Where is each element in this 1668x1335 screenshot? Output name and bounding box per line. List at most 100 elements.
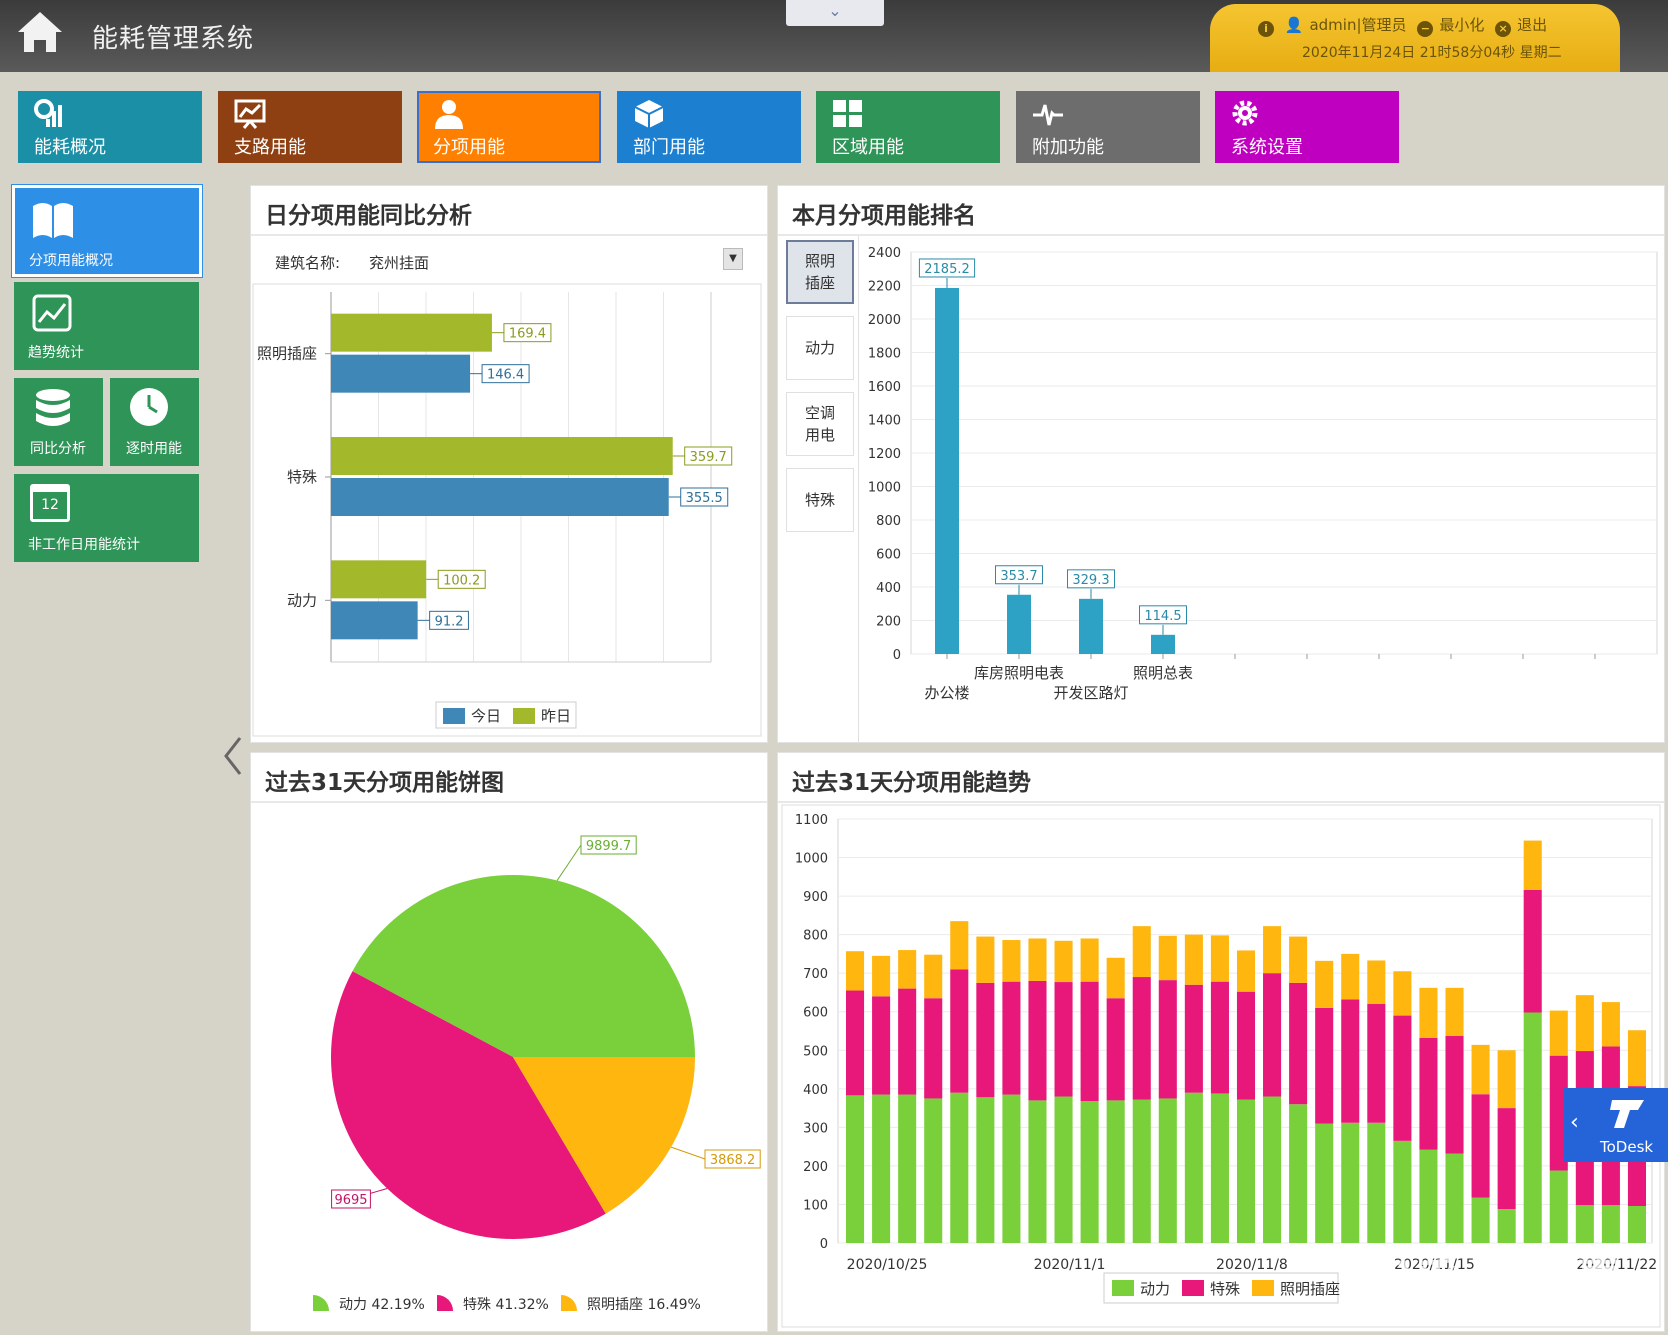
stacked-bar-segment (1445, 1036, 1464, 1154)
y-tick-label: 600 (803, 1006, 828, 1021)
stacked-bar-segment (1184, 1092, 1203, 1243)
stacked-bar-segment (1523, 889, 1542, 1013)
building-selector[interactable]: 建筑名称: 兖州挂面 ▼ (257, 240, 755, 282)
user-panel: i 👤 admin|管理员 − 最小化 × 退出 2020年11月24日 21时58分… (1210, 4, 1620, 72)
stacked-bar-segment (1289, 936, 1308, 983)
chart-icon (34, 99, 62, 127)
stacked-bar-segment (1132, 977, 1151, 1100)
stacked-bar-segment (1080, 981, 1099, 1102)
side-yoy-analysis[interactable]: 同比分析 (14, 378, 103, 466)
tab-air-conditioning[interactable]: 空调 用电 (786, 392, 854, 456)
stacked-bar-segment (898, 1094, 917, 1243)
y-tick-label: 700 (803, 967, 828, 982)
side-label: 非工作日用能统计 (28, 537, 140, 553)
nav-label: 部门用能 (633, 137, 705, 158)
info-icon[interactable]: i (1258, 21, 1274, 37)
trend-stacked-chart: 0 100 200 300 400 500 600 700 800 900 1000 1100 2020… (781, 804, 1661, 1328)
nav-itemized-energy[interactable]: 分项用能 (417, 91, 601, 163)
tab-lighting-socket[interactable]: 照明 插座 (786, 240, 854, 304)
divider (251, 801, 767, 803)
nav-area-energy[interactable]: 区域用能 (816, 91, 1000, 163)
gear-icon (1232, 100, 1258, 126)
chevron-left-icon[interactable] (222, 736, 244, 776)
tab-special[interactable]: 特殊 (786, 468, 854, 532)
side-label: 逐时用能 (126, 441, 182, 457)
stacked-bar-segment (1523, 1012, 1542, 1243)
stacked-bar-segment (1106, 998, 1125, 1101)
side-trend-stats[interactable]: 趋势统计 (14, 282, 199, 370)
stacked-bar-segment (1575, 1205, 1594, 1243)
bar (935, 287, 959, 654)
stacked-bar-segment (976, 936, 995, 983)
logout-link[interactable]: 退出 (1517, 16, 1548, 34)
data-label: 9899.7 (586, 839, 632, 854)
stacked-bar-segment (898, 950, 917, 989)
side-label: 分项用能概况 (29, 253, 113, 269)
x-category-label: 照明总表 (1133, 664, 1193, 682)
stacked-bar-segment (1132, 926, 1151, 978)
panel-title: 本月分项用能排名 (792, 203, 976, 229)
data-label-box (580, 835, 637, 855)
y-tick-label: 1000 (795, 852, 828, 867)
stacked-bar-segment (1341, 999, 1360, 1123)
trend-icon (32, 294, 72, 332)
tab-power[interactable]: 动力 (786, 316, 854, 380)
pie-slice (513, 1057, 695, 1214)
panel-title: 过去31天分项用能饼图 (265, 770, 505, 796)
legend-label: 今日 (471, 707, 501, 725)
todesk-widget[interactable]: ‹ ToDesk (1564, 1088, 1668, 1162)
side-itemized-overview[interactable]: 分项用能概况 (11, 184, 203, 278)
panel-title: 日分项用能同比分析 (265, 203, 472, 229)
x-tick-label: 2020/11/15 (1394, 1257, 1475, 1273)
panel-monthly-ranking: 本月分项用能排名 照明 插座 动力 空调 用电 特殊 0 200 400 600 800 10… (777, 185, 1665, 743)
divider (778, 234, 1664, 236)
book-icon (33, 203, 73, 238)
side-hourly-energy[interactable]: 逐时用能 (110, 378, 199, 466)
side-nonworkday-stats[interactable]: 12 非工作日用能统计 (14, 474, 199, 562)
minimize-icon[interactable]: − (1417, 21, 1434, 37)
tab-label-line1: 空调 (804, 404, 835, 422)
legend-label: 昨日 (541, 707, 571, 725)
y-tick-label: 1100 (795, 813, 828, 828)
pie-slice (330, 971, 606, 1240)
minimize-link[interactable]: 最小化 (1439, 16, 1485, 34)
divider (251, 234, 767, 236)
data-label-box (684, 446, 733, 466)
stacked-bar-segment (976, 982, 995, 1098)
building-value[interactable]: 兖州挂面 (369, 254, 430, 272)
pull-down-tab[interactable]: ⌄ (786, 0, 884, 26)
stacked-bar-segment (1263, 926, 1282, 974)
stacked-bar-segment (1497, 1050, 1516, 1109)
nav-extra-functions[interactable]: 附加功能 (1016, 91, 1200, 163)
legend-swatch (561, 1295, 577, 1311)
legend-label: 动力 42.19% (339, 1297, 425, 1313)
stacked-bar-segment (924, 1098, 943, 1243)
stacked-bar-segment (846, 990, 865, 1096)
y-tick-label: 2200 (868, 280, 901, 295)
data-label-box (1067, 569, 1115, 589)
nav-branch-energy[interactable]: 支路用能 (218, 91, 402, 163)
x-tick-label: 2020/10/25 (847, 1257, 928, 1273)
top-bar: 能耗管理系统 ⌄ i 👤 admin|管理员 − 最小化 × 退出 2020年11月2… (0, 0, 1668, 72)
x-tick-label: 2020/11/8 (1216, 1257, 1288, 1273)
tab-label-line2: 用电 (804, 426, 835, 444)
stacked-bar-segment (1445, 1153, 1464, 1243)
tab-label-line1: 动力 (804, 339, 835, 357)
close-icon[interactable]: × (1495, 21, 1512, 37)
bar (331, 313, 492, 352)
data-label: 329.3 (1072, 573, 1109, 588)
chevron-left-icon[interactable]: ‹ (1570, 1110, 1579, 1135)
daily-comparison-chart: 照明插座 169.4 146.4 特殊 359.7 355.5 动力 100.2 91.2 今日 昨… (252, 283, 762, 737)
nav-department-energy[interactable]: 部门用能 (617, 91, 801, 163)
nav-energy-overview[interactable]: 能耗概况 (18, 91, 202, 163)
y-tick-label: 800 (803, 929, 828, 944)
dropdown-arrow-icon[interactable]: ▼ (723, 248, 743, 270)
legend-label: 动力 (1140, 1280, 1170, 1298)
stacked-bar-segment (1471, 1044, 1490, 1095)
panel-daily-comparison: 日分项用能同比分析 建筑名称: 兖州挂面 ▼ 照明插座 169.4 146.4 特殊 3… (250, 185, 768, 743)
nav-system-settings[interactable]: 系统设置 (1215, 91, 1399, 163)
stacked-bar-segment (1315, 960, 1334, 1008)
category-label: 动力 (287, 591, 317, 609)
home-icon[interactable] (16, 10, 64, 54)
side-label: 趋势统计 (28, 345, 84, 361)
